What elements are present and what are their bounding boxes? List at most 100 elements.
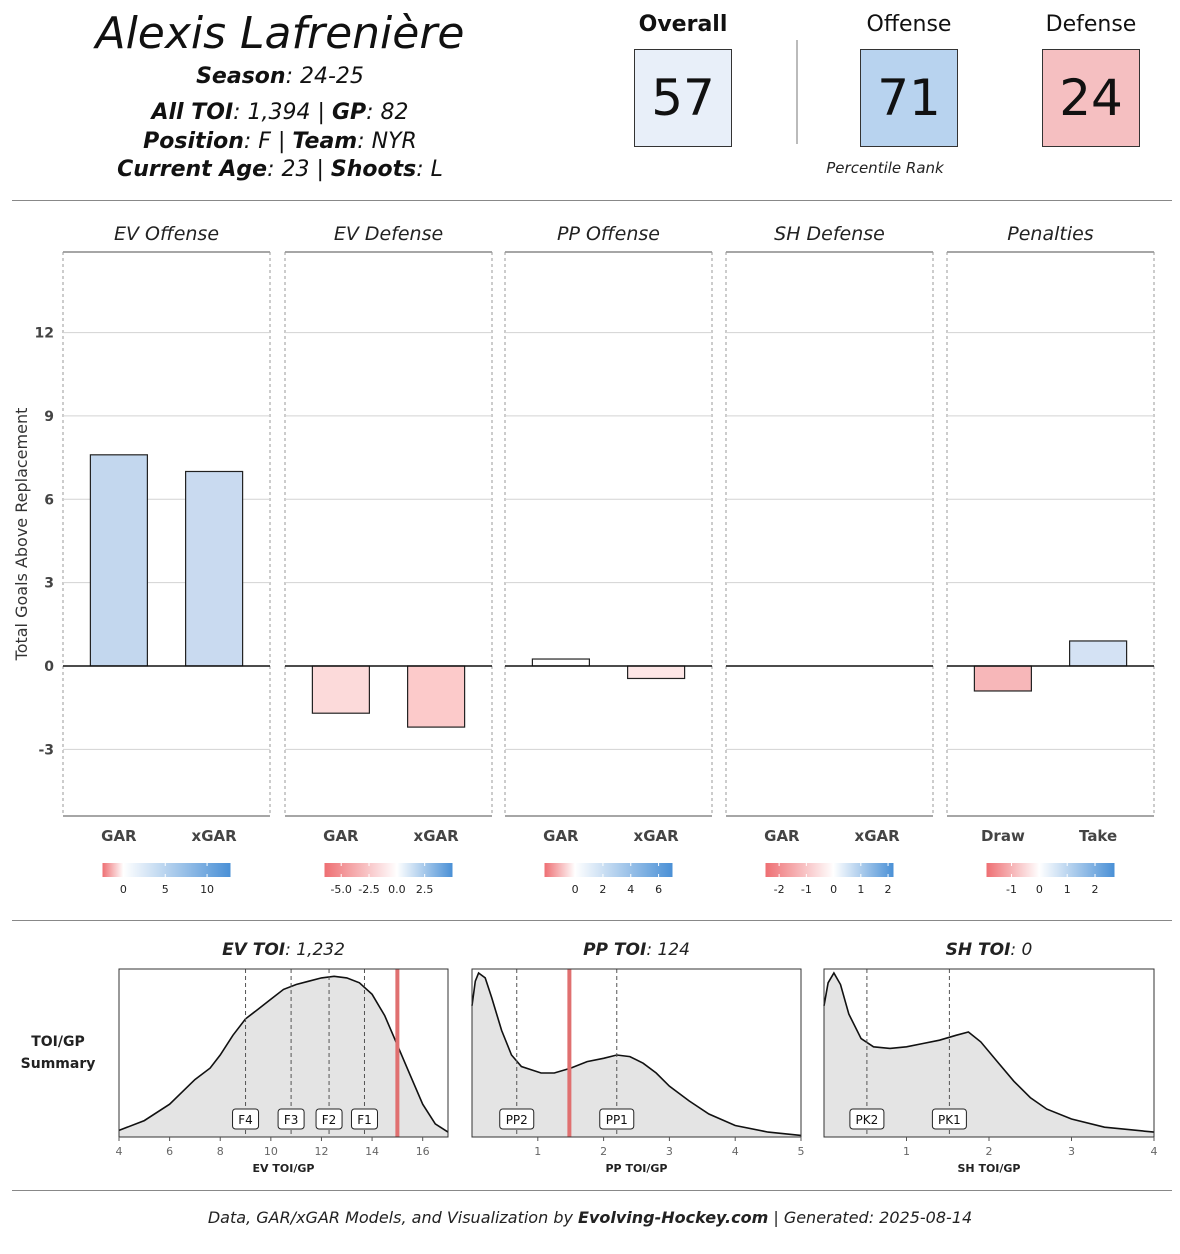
marker-label-f3: F3 — [284, 1113, 299, 1127]
density-curve — [823, 971, 1155, 1133]
marker-label-f4: F4 — [238, 1113, 253, 1127]
toi-x-axis-label: EV TOI/GP — [253, 1162, 315, 1175]
density-area — [824, 973, 1154, 1137]
legend-tick-label: -5.0 — [330, 883, 351, 896]
x-tick-label: 5 — [798, 1145, 805, 1158]
x-tick-label: 16 — [416, 1145, 430, 1158]
marker-box-f4 — [232, 1108, 260, 1130]
bar-gar — [89, 454, 148, 667]
marker-box-pp2 — [499, 1108, 535, 1130]
legend-colorbar — [986, 863, 1115, 877]
x-tick-label: 1 — [534, 1145, 541, 1158]
legend-tick-label: 2.5 — [416, 883, 434, 896]
x-tick-label: xGAR — [634, 827, 680, 845]
marker-box-f2 — [315, 1108, 343, 1130]
toi-summary-label-1: TOI/GP — [31, 1034, 85, 1050]
legend-tick-label: 1 — [857, 883, 864, 896]
percentile-rank-caption: Percentile Rank — [826, 159, 944, 177]
x-tick-label: Take — [1079, 827, 1117, 845]
marker-box-pk2 — [849, 1108, 885, 1130]
toi-panel-title: SH TOI: 0 — [946, 940, 1033, 960]
y-tick-label: 12 — [35, 326, 54, 342]
x-tick-label: 10 — [264, 1145, 278, 1158]
bar-take — [1069, 640, 1128, 667]
toi-panel-2: PP TOI: 124 PP2 PP1 1 2 3 4 5 PP TOI/GP — [471, 940, 805, 1175]
toi-title-label: EV TOI — [222, 940, 285, 960]
legend-tick-label: 1 — [1064, 883, 1071, 896]
toi-panel-3: SH TOI: 0 PK2 PK1 1 2 3 4 SH TOI/GP — [823, 940, 1158, 1175]
legend-tick-label: 4 — [627, 883, 634, 896]
position-team-line: Position: F | Team: NYR — [143, 129, 417, 154]
toi-gp-line: All TOI: 1,394 | GP: 82 — [151, 100, 409, 125]
x-tick-label: GAR — [323, 827, 359, 845]
legend-tick-label: -2.5 — [358, 883, 379, 896]
marker-label-f2: F2 — [322, 1113, 337, 1127]
gar-bar-chart: Total Goals Above Replacement-3036912EV … — [12, 223, 1155, 896]
panel-ev-offense: EV Offense GAR xGAR 0 5 10 — [62, 223, 271, 896]
panel-title: EV Offense — [114, 223, 219, 245]
y-tick-label: 9 — [44, 409, 54, 425]
marker-box-f1 — [350, 1108, 378, 1130]
toi-title-value: : 0 — [1010, 940, 1032, 960]
toi-panel-title: EV TOI: 1,232 — [222, 940, 345, 960]
legend-tick-label: 2 — [1092, 883, 1099, 896]
legend-tick-label: -1 — [1006, 883, 1017, 896]
defense-rank-box: 24 — [1042, 49, 1140, 147]
legend-tick-label: -2 — [774, 883, 785, 896]
footer-credit: Data, GAR/xGAR Models, and Visualization… — [207, 1208, 973, 1227]
x-tick-label: 4 — [116, 1145, 123, 1158]
overall-label: Overall — [638, 12, 728, 37]
bar-xgar — [627, 665, 686, 680]
legend-colorbar — [102, 863, 231, 877]
y-tick-label: 3 — [44, 576, 54, 592]
legend-tick-label: 0.0 — [388, 883, 406, 896]
x-tick-label: GAR — [101, 827, 137, 845]
x-tick-label: GAR — [764, 827, 800, 845]
mid-divider — [12, 920, 1172, 921]
player-name: Alexis Lafrenière — [95, 8, 465, 59]
toi-x-axis-label: SH TOI/GP — [957, 1162, 1020, 1175]
marker-label-pk2: PK2 — [856, 1113, 879, 1127]
rank-divider — [796, 40, 798, 144]
panel-title: Penalties — [1007, 223, 1094, 245]
marker-label-pp2: PP2 — [506, 1113, 528, 1127]
footer-divider — [12, 1190, 1172, 1191]
legend-tick-label: 0 — [830, 883, 837, 896]
header-divider — [12, 200, 1172, 201]
panel-title: EV Defense — [334, 223, 443, 245]
toi-summary-label-2: Summary — [20, 1056, 96, 1072]
x-tick-label: 4 — [732, 1145, 739, 1158]
marker-label-pp1: PP1 — [606, 1113, 628, 1127]
bar-gar — [531, 658, 590, 667]
marker-box-pp1 — [599, 1108, 635, 1130]
x-tick-label: 3 — [666, 1145, 673, 1158]
x-tick-label: 2 — [600, 1145, 607, 1158]
x-tick-label: 4 — [1151, 1145, 1158, 1158]
x-tick-label: xGAR — [414, 827, 460, 845]
density-area — [472, 973, 801, 1137]
x-tick-label: 12 — [314, 1145, 328, 1158]
x-tick-label: 2 — [986, 1145, 993, 1158]
y-tick-label: 6 — [44, 492, 54, 508]
legend-tick-label: 10 — [200, 883, 214, 896]
bar-xgar — [407, 665, 466, 728]
bar-gar — [311, 665, 370, 714]
x-tick-label: xGAR — [855, 827, 901, 845]
legend-tick-label: 6 — [655, 883, 662, 896]
x-tick-label: GAR — [543, 827, 579, 845]
legend-tick-label: 0 — [1036, 883, 1043, 896]
panel-penalties: Penalties Draw Take -1 0 1 2 — [946, 223, 1155, 896]
legend-tick-label: 5 — [162, 883, 169, 896]
density-curve — [471, 971, 802, 1137]
y-tick-label: 0 — [44, 659, 54, 675]
x-tick-label: 14 — [365, 1145, 379, 1158]
marker-box-f3 — [277, 1108, 305, 1130]
x-tick-label: Draw — [981, 827, 1025, 845]
panel-title: SH Defense — [774, 223, 885, 245]
legend-colorbar — [324, 863, 453, 877]
bar-xgar — [185, 470, 244, 667]
legend-tick-label: 2 — [885, 883, 892, 896]
toi-title-value: : 124 — [646, 940, 690, 960]
panel-ev-defense: EV Defense GAR xGAR -5.0 -2.5 0.0 2.5 — [284, 223, 493, 896]
x-tick-label: 3 — [1068, 1145, 1075, 1158]
